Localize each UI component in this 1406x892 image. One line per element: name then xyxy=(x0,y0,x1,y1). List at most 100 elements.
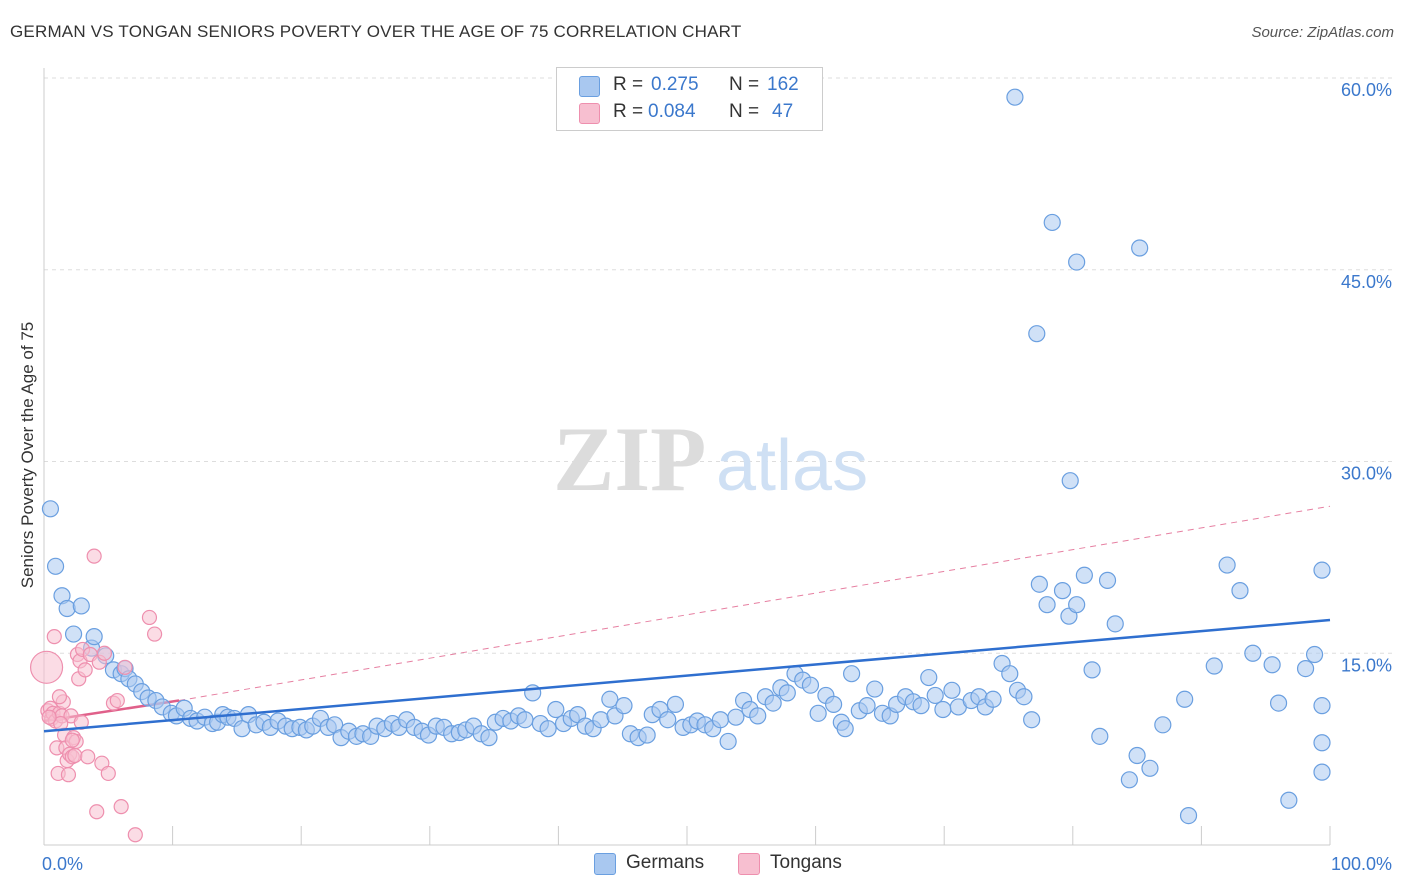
german-point xyxy=(984,690,1002,708)
german-point xyxy=(659,711,677,729)
tongan-point xyxy=(86,548,102,564)
german-point xyxy=(825,695,843,713)
german-point xyxy=(638,726,656,744)
german-point xyxy=(547,700,565,719)
tongan-point xyxy=(146,626,163,642)
tongan-trend-extension xyxy=(178,505,1331,702)
german-point xyxy=(1179,806,1198,825)
german-point xyxy=(778,684,796,702)
legend-n-label: N = xyxy=(729,74,760,95)
german-point xyxy=(843,665,861,683)
german-point xyxy=(1231,582,1249,600)
watermark-atlas: atlas xyxy=(716,426,868,506)
german-point xyxy=(1083,661,1101,679)
german-trend-line xyxy=(43,618,1331,733)
german-point xyxy=(943,681,961,699)
german-point xyxy=(516,711,534,729)
german-point xyxy=(85,628,103,646)
bottom-legend-tongans-label: Tongans xyxy=(770,852,842,873)
german-point xyxy=(592,711,610,729)
tongan-point xyxy=(73,714,89,730)
tongan-point xyxy=(89,804,105,820)
german-point xyxy=(1205,657,1223,675)
german-point xyxy=(1313,697,1331,715)
grid-lines xyxy=(44,77,1395,654)
german-point xyxy=(1218,556,1236,574)
german-point xyxy=(1030,575,1048,593)
german-point xyxy=(801,676,820,694)
correlation-legend: R = 0.275 N = 162 R = 0.084 N = 47 xyxy=(556,67,823,131)
y-tick-label: 15.0% xyxy=(1341,655,1392,675)
german-point xyxy=(72,597,90,615)
german-point xyxy=(615,697,633,715)
german-point xyxy=(1106,615,1124,633)
german-point xyxy=(1015,688,1033,706)
tongan-point xyxy=(80,749,96,765)
german-point xyxy=(1128,746,1146,765)
german-point xyxy=(1075,566,1093,584)
german-trend-line xyxy=(43,618,1331,733)
legend-r-value: 0.084 xyxy=(648,101,696,122)
legend-n-label: N = xyxy=(729,101,760,122)
german-point xyxy=(41,500,60,518)
x-tick-label: 0.0% xyxy=(42,854,83,874)
german-point xyxy=(601,690,619,708)
tongan-trend-lines xyxy=(43,505,1331,723)
german-points xyxy=(41,88,1331,825)
german-point xyxy=(1263,656,1281,674)
german-point xyxy=(1091,727,1109,745)
german-point xyxy=(1120,771,1138,789)
german-point xyxy=(1038,596,1056,614)
german-point xyxy=(480,729,498,747)
german-point xyxy=(858,697,876,715)
tick-labels: 15.0% 30.0% 45.0% 60.0% 0.0% 100.0% xyxy=(42,80,1392,874)
german-point xyxy=(1061,472,1079,490)
german-point xyxy=(912,697,930,715)
german-point xyxy=(666,695,685,713)
german-point xyxy=(64,625,83,643)
tongan-point xyxy=(100,765,116,782)
legend-r-value: 0.275 xyxy=(651,74,699,95)
german-point xyxy=(836,720,854,738)
german-point xyxy=(46,557,65,575)
german-point xyxy=(1068,596,1086,614)
german-point xyxy=(866,680,884,698)
tongan-point xyxy=(51,689,68,705)
german-swatch xyxy=(594,853,616,875)
tongan-point xyxy=(113,799,129,815)
german-point xyxy=(1305,645,1324,664)
german-point xyxy=(1006,88,1024,106)
tongan-swatch xyxy=(579,103,600,124)
tongan-point xyxy=(41,709,57,725)
tongan-point xyxy=(29,650,64,684)
german-point xyxy=(1023,711,1041,729)
german-point xyxy=(1176,690,1194,708)
tongan-point xyxy=(67,747,83,764)
german-point xyxy=(539,720,557,738)
german-point xyxy=(934,700,952,719)
german-point xyxy=(1269,694,1288,712)
tongan-point xyxy=(77,662,93,678)
german-point xyxy=(1313,763,1331,781)
german-point xyxy=(1313,734,1331,752)
legend-r-label: R = xyxy=(613,101,644,122)
german-point xyxy=(1028,325,1046,343)
german-point xyxy=(58,599,76,618)
tongan-point xyxy=(117,659,133,675)
x-tick-label: 100.0% xyxy=(1331,854,1392,874)
tongan-point xyxy=(46,629,62,645)
y-tick-label: 60.0% xyxy=(1341,80,1392,100)
german-point xyxy=(926,686,944,705)
tongan-point xyxy=(109,692,125,709)
german-point xyxy=(1098,571,1117,589)
tongan-point xyxy=(60,767,77,783)
german-point xyxy=(1053,582,1072,600)
bottom-legend-germans-label: Germans xyxy=(626,852,705,873)
german-point xyxy=(764,694,782,712)
german-point xyxy=(1068,253,1086,271)
german-point xyxy=(1244,644,1262,662)
german-point xyxy=(1131,239,1149,257)
legend-r-label: R = xyxy=(613,74,644,95)
tongan-point xyxy=(64,732,80,748)
